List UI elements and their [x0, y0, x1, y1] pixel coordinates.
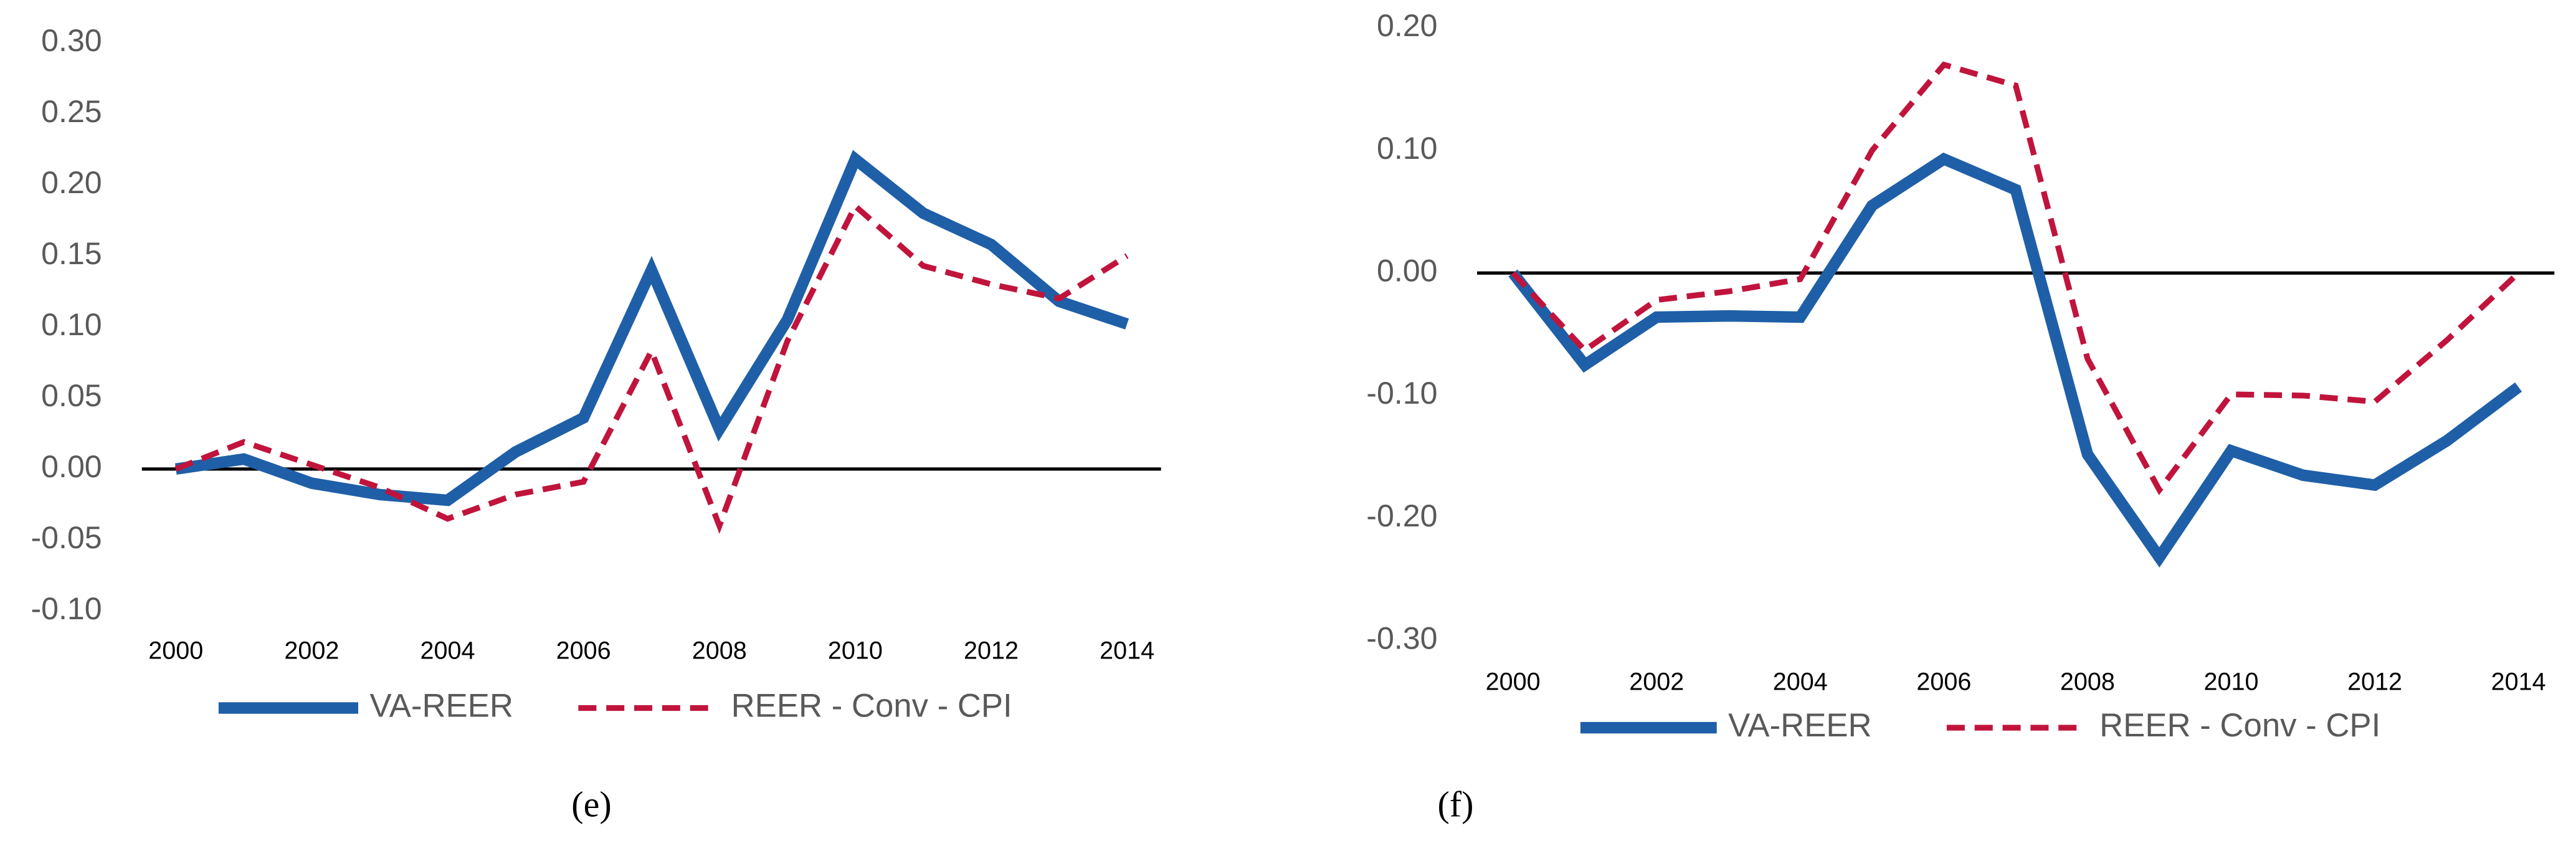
- x-tick-label: 2012: [964, 637, 1019, 664]
- y-tick-label: -0.10: [31, 591, 102, 626]
- x-tick-label: 2002: [284, 637, 339, 664]
- caption: (e): [571, 784, 611, 825]
- y-tick-label: 0.05: [41, 378, 102, 413]
- series-line: [1508, 152, 2522, 568]
- x-tick-label: 2006: [1916, 668, 1971, 695]
- y-tick-label: 0.30: [41, 23, 102, 58]
- x-tick-label: 2000: [1486, 668, 1541, 695]
- x-tick-label: 2010: [828, 637, 883, 664]
- y-tick-label: 0.25: [41, 94, 102, 129]
- y-tick-label: 0.10: [1377, 131, 1438, 166]
- x-tick-label: 2004: [421, 637, 475, 664]
- x-tick-label: 2008: [692, 637, 747, 664]
- x-tick-label: 2002: [1629, 668, 1684, 695]
- y-tick-label: 0.00: [1377, 253, 1438, 288]
- y-tick-label: 0.00: [41, 449, 102, 484]
- y-tick-label: -0.05: [31, 520, 102, 555]
- legend-label: VA-REER: [369, 687, 513, 724]
- y-tick-label: -0.10: [1366, 376, 1437, 411]
- y-tick-label: 0.15: [41, 236, 102, 271]
- y-tick-label: 0.20: [1377, 8, 1438, 43]
- series-line: [1511, 61, 2521, 495]
- x-tick-label: 2008: [2060, 668, 2115, 695]
- series-line: [174, 150, 1129, 506]
- series-line: [174, 201, 1129, 535]
- x-tick-label: 2010: [2204, 668, 2259, 695]
- x-tick-label: 2000: [148, 637, 203, 664]
- legend-label: REER - Conv - CPI: [731, 687, 1012, 724]
- x-tick-label: 2014: [2491, 668, 2546, 695]
- caption: (f): [1437, 784, 1473, 825]
- x-tick-label: 2014: [1100, 637, 1154, 664]
- x-tick-label: 2004: [1773, 668, 1828, 695]
- x-tick-label: 2012: [2347, 668, 2402, 695]
- y-tick-label: -0.30: [1366, 621, 1437, 656]
- y-tick-label: -0.20: [1366, 498, 1437, 533]
- y-tick-label: 0.20: [41, 165, 102, 200]
- y-tick-label: 0.10: [41, 307, 102, 342]
- x-tick-label: 2006: [556, 637, 611, 664]
- legend-label: VA-REER: [1728, 707, 1871, 744]
- legend-label: REER - Conv - CPI: [2099, 707, 2380, 744]
